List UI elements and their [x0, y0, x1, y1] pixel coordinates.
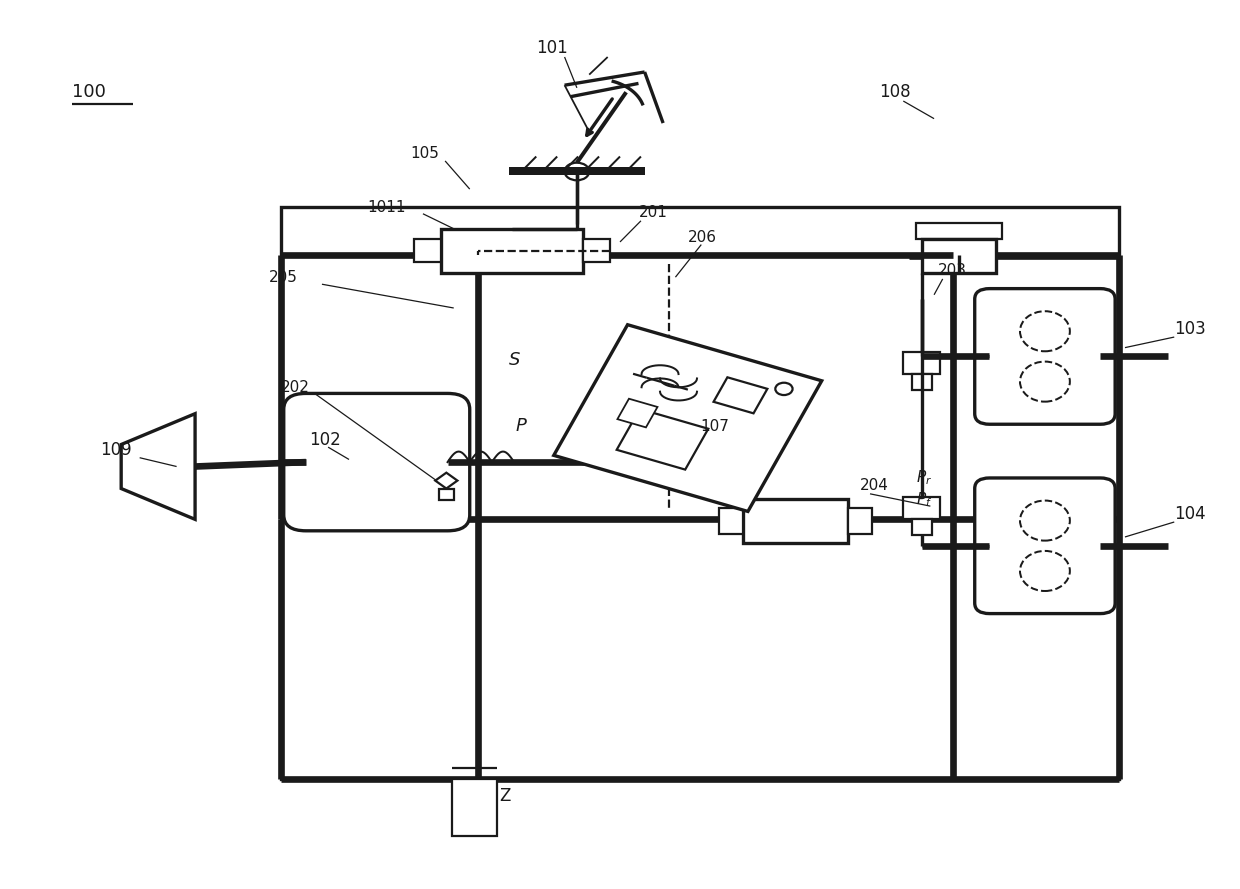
Text: 103: 103 — [1174, 320, 1207, 339]
Text: 100: 100 — [72, 83, 105, 100]
Polygon shape — [554, 324, 822, 511]
Bar — [718, 508, 743, 534]
Text: $P_r$: $P_r$ — [915, 469, 931, 487]
Bar — [848, 508, 873, 534]
Text: P: P — [516, 417, 526, 436]
Text: 104: 104 — [1174, 505, 1205, 524]
Bar — [743, 499, 848, 543]
Ellipse shape — [1021, 551, 1070, 591]
Bar — [453, 779, 497, 837]
Text: 204: 204 — [861, 478, 889, 493]
Bar — [439, 489, 454, 500]
Ellipse shape — [1021, 311, 1070, 351]
Text: 107: 107 — [701, 420, 729, 435]
Polygon shape — [713, 377, 768, 413]
Bar — [911, 374, 931, 390]
Bar — [903, 352, 940, 374]
Bar — [583, 239, 610, 262]
Bar — [911, 519, 931, 535]
Text: 108: 108 — [879, 83, 910, 100]
Bar — [903, 497, 940, 519]
Ellipse shape — [1021, 362, 1070, 402]
Polygon shape — [435, 473, 458, 489]
Text: 101: 101 — [537, 38, 568, 57]
Text: $P_f$: $P_f$ — [915, 491, 932, 509]
Bar — [281, 207, 1118, 779]
Bar — [915, 223, 1002, 239]
FancyBboxPatch shape — [975, 478, 1115, 613]
Polygon shape — [122, 413, 195, 519]
Text: 201: 201 — [639, 205, 667, 220]
Text: 206: 206 — [688, 230, 717, 245]
Text: Z: Z — [500, 787, 511, 805]
Bar — [414, 239, 441, 262]
Text: 109: 109 — [100, 441, 131, 459]
Polygon shape — [616, 409, 708, 469]
Text: 105: 105 — [410, 147, 439, 161]
FancyBboxPatch shape — [975, 289, 1115, 424]
Text: 202: 202 — [281, 380, 310, 395]
Text: 102: 102 — [310, 430, 341, 448]
Polygon shape — [618, 399, 657, 428]
Ellipse shape — [1021, 501, 1070, 541]
Text: 203: 203 — [937, 263, 967, 278]
FancyBboxPatch shape — [284, 394, 470, 531]
Text: 1011: 1011 — [367, 200, 405, 215]
Text: S: S — [510, 351, 521, 369]
Text: 205: 205 — [269, 269, 298, 284]
Bar — [441, 228, 583, 273]
Bar — [921, 239, 996, 273]
